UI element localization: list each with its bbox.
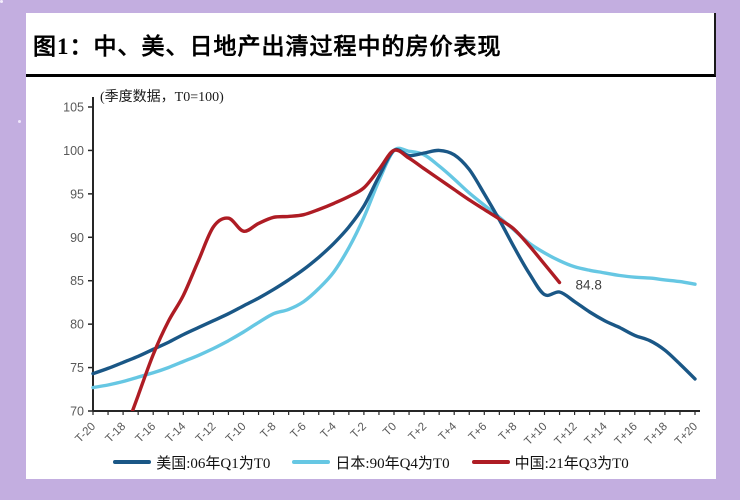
y-tick-label: 75 bbox=[70, 361, 84, 375]
x-tick-label: T+20 bbox=[673, 421, 700, 448]
series-line-美国:06年Q1为T0 bbox=[91, 147, 697, 381]
legend-label: 美国:06年Q1为T0 bbox=[156, 455, 271, 472]
legend-item-日本:90年Q4为T0: 日本:90年Q4为T0 bbox=[292, 452, 450, 473]
y-tick-label: 70 bbox=[70, 405, 84, 419]
x-tick-label: T+2 bbox=[406, 421, 429, 444]
x-tick-label: T-6 bbox=[289, 421, 309, 441]
x-tick-label: T-16 bbox=[134, 421, 159, 446]
chart-subtitle: (季度数据，T0=100) bbox=[100, 89, 224, 105]
legend-item-美国:06年Q1为T0: 美国:06年Q1为T0 bbox=[113, 452, 270, 473]
y-tick-label: 90 bbox=[70, 231, 84, 245]
x-tick-label: T-18 bbox=[103, 421, 128, 446]
y-tick-label: 80 bbox=[70, 318, 84, 332]
x-tick-label: T-20 bbox=[73, 421, 98, 446]
legend-swatch bbox=[113, 460, 152, 464]
x-tick-label: T0 bbox=[381, 421, 399, 439]
series-line-日本:90年Q4为T0 bbox=[91, 146, 697, 390]
china-end-value-label: 84.8 bbox=[576, 277, 602, 292]
y-tick-label: 105 bbox=[63, 101, 84, 115]
x-tick-label: T-4 bbox=[319, 420, 340, 441]
x-tick-label: T+8 bbox=[497, 421, 520, 444]
x-tick-label: T+16 bbox=[613, 421, 640, 448]
legend-swatch bbox=[292, 460, 331, 464]
series-line-中国:21年Q3为T0 bbox=[130, 148, 562, 412]
x-tick-label: T-14 bbox=[164, 420, 189, 445]
x-tick-label: T+10 bbox=[522, 421, 549, 448]
figure-card: 图1：中、美、日地产出清过程中的房价表现 (季度数据，T0=100) 70 75 80… bbox=[26, 13, 716, 479]
x-tick-label: T+4 bbox=[437, 420, 460, 443]
x-tick-label: T-2 bbox=[349, 421, 369, 441]
legend-label: 中国:21年Q3为T0 bbox=[514, 455, 629, 472]
x-tick-label: T+14 bbox=[583, 420, 611, 448]
y-tick-label: 100 bbox=[63, 144, 84, 158]
background-sparkles bbox=[0, 0, 3, 3]
chart-legend: 美国:06年Q1为T0 日本:90年Q4为T0 中国:21年Q3为T0 bbox=[26, 449, 716, 475]
x-tick-label: T-8 bbox=[258, 421, 278, 441]
x-tick-label: T+12 bbox=[552, 421, 579, 448]
legend-item-中国:21年Q3为T0: 中国:21年Q3为T0 bbox=[471, 452, 629, 473]
legend-swatch bbox=[471, 460, 510, 464]
figure-title: 图1：中、美、日地产出清过程中的房价表现 bbox=[33, 34, 502, 59]
chart-area: (季度数据，T0=100) 70 75 80 85 90 95 100 105 T-20 T-18 T… bbox=[26, 77, 716, 449]
figure-title-block: 图1：中、美、日地产出清过程中的房价表现 bbox=[26, 13, 716, 77]
legend-label: 日本:90年Q4为T0 bbox=[335, 455, 450, 472]
x-tick-label: T+18 bbox=[643, 421, 670, 448]
y-tick-label: 95 bbox=[70, 187, 84, 201]
y-tick-label: 85 bbox=[70, 274, 84, 288]
x-tick-label: T-12 bbox=[194, 421, 219, 446]
x-tick-label: T+6 bbox=[467, 421, 490, 444]
x-tick-label: T-10 bbox=[224, 421, 249, 446]
